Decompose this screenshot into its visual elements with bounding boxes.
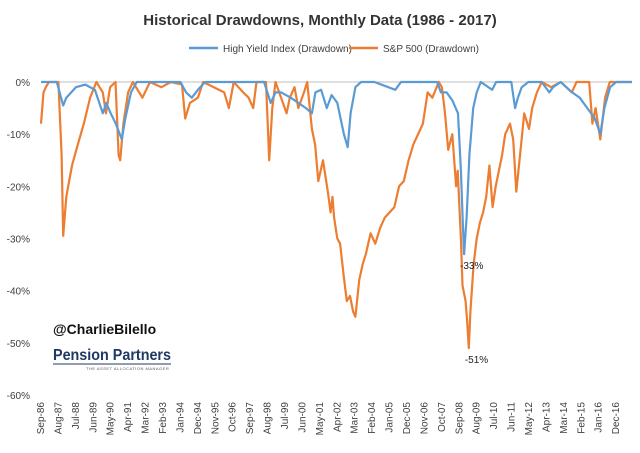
y-tick-label: -40%: [7, 287, 30, 298]
x-tick-label: Jan-16: [594, 402, 605, 433]
x-tick-label: Mar-03: [350, 402, 361, 434]
x-tick-label: Oct-07: [437, 402, 448, 432]
y-tick-label: -60%: [7, 391, 30, 402]
watermark-brand: Pension Partners: [53, 347, 171, 364]
x-tick-label: Jul-10: [489, 402, 500, 430]
y-tick-label: 0%: [16, 78, 31, 89]
x-tick-label: Feb-04: [367, 402, 378, 434]
x-tick-label: Aug-87: [53, 402, 64, 435]
y-tick-label: -20%: [7, 182, 30, 193]
x-tick-label: Dec-05: [402, 402, 413, 435]
y-tick-label: -10%: [7, 130, 30, 141]
x-tick-label: Nov-95: [210, 402, 221, 435]
x-tick-label: Jul-88: [71, 402, 82, 430]
x-tick-label: Jun-11: [507, 402, 518, 432]
x-tick-label: Nov-06: [419, 402, 430, 435]
watermark-handle: @CharlieBilello: [53, 321, 156, 337]
annotation-layer: -33% -51%: [460, 261, 488, 366]
x-tick-label: Feb-93: [158, 402, 169, 434]
x-tick-label: Oct-96: [228, 402, 239, 432]
chart-title: Historical Drawdowns, Monthly Data (1986…: [143, 12, 496, 29]
y-tick-label: -30%: [7, 235, 30, 246]
x-tick-label: Sep-97: [245, 402, 256, 435]
x-tick-label: Apr-91: [123, 402, 134, 432]
x-tick-label: Aug-98: [263, 402, 274, 435]
x-tick-label: May-12: [524, 402, 535, 436]
watermark-tagline: THE ASSET ALLOCATION MANAGER: [86, 366, 169, 371]
x-tick-label: Mar-92: [141, 402, 152, 434]
x-tick-label: May-01: [315, 402, 326, 436]
series-layer: [39, 80, 632, 350]
x-tick-label: Jun-89: [88, 402, 99, 433]
series-line-sp500: [39, 80, 632, 350]
y-axis: 0% -10% -20% -30% -40% -50% -60%: [7, 78, 30, 402]
x-tick-label: Jan-05: [385, 402, 396, 433]
x-tick-label: Mar-14: [559, 402, 570, 434]
x-tick-label: Apr-13: [541, 402, 552, 432]
x-tick-label: Feb-15: [576, 402, 587, 434]
annotation-label: -33%: [460, 261, 483, 272]
x-tick-label: Jun-00: [297, 402, 308, 433]
x-tick-label: Sep-08: [454, 402, 465, 435]
series-line-high-yield: [41, 80, 632, 256]
annotation-label: -51%: [465, 355, 488, 366]
watermark: @CharlieBilello Pension Partners THE ASS…: [53, 321, 171, 371]
x-tick-label: Dec-16: [611, 402, 622, 435]
legend: High Yield Index (Drawdown) S&P 500 (Dra…: [189, 44, 479, 55]
x-tick-label: Jan-94: [175, 402, 186, 433]
x-tick-label: Jul-99: [280, 402, 291, 430]
y-tick-label: -50%: [7, 339, 30, 350]
x-tick-label: Apr-02: [332, 402, 343, 432]
x-tick-label: May-90: [106, 402, 117, 436]
x-tick-label: Dec-94: [193, 402, 204, 435]
legend-label-high-yield: High Yield Index (Drawdown): [223, 44, 352, 55]
x-tick-label: Sep-86: [36, 402, 47, 435]
x-tick-label: Aug-09: [472, 402, 483, 435]
legend-label-sp500: S&P 500 (Drawdown): [383, 44, 479, 55]
